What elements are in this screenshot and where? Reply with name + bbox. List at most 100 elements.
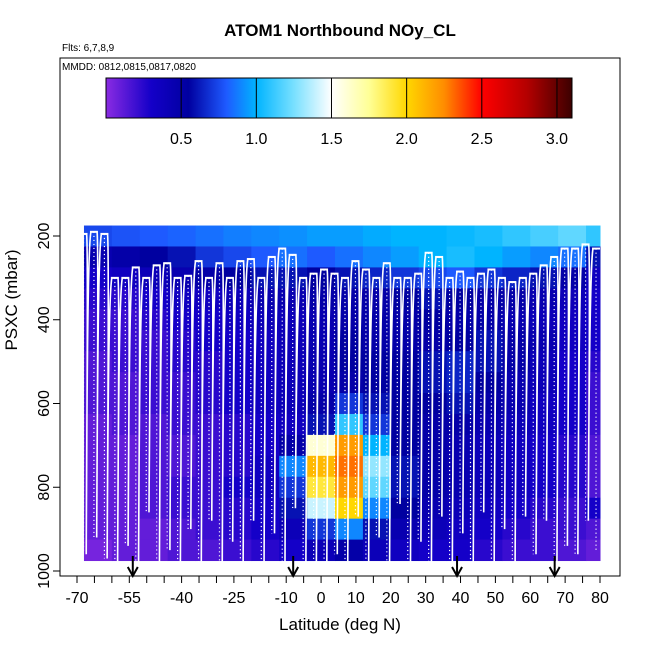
heatmap-cell: [586, 330, 601, 352]
heatmap-cell: [362, 434, 392, 457]
flight-profiles: [79, 230, 601, 567]
heatmap-cell: [335, 518, 364, 541]
heatmap-cell: [167, 476, 197, 499]
heatmap-cell: [111, 434, 141, 457]
heatmap-cell: [167, 497, 197, 520]
heatmap-cell: [446, 393, 475, 415]
heatmap-cell: [474, 455, 503, 478]
flight-profile-line: [79, 231, 594, 567]
heatmap-cell: [446, 330, 475, 352]
heatmap-cell: [390, 288, 420, 310]
heatmap-cell: [418, 476, 448, 499]
heatmap-cell: [223, 225, 252, 247]
x-tick-label: 80: [591, 590, 609, 607]
heatmap-cell: [279, 497, 308, 520]
heatmap-cell: [139, 497, 169, 520]
heatmap-cell: [195, 434, 224, 457]
y-tick-label: 800: [36, 474, 53, 501]
heatmap-cell: [474, 330, 503, 352]
heatmap-cell: [139, 288, 169, 310]
heatmap-cell: [530, 225, 559, 247]
heatmap-cell: [474, 246, 503, 268]
heatmap-cell: [362, 476, 392, 499]
y-axis: 200 400 600 800 1000: [36, 223, 60, 589]
colorbar-tick-label: 0.5: [170, 131, 192, 148]
x-tick-label: 60: [521, 590, 539, 607]
heatmap-cell: [251, 518, 280, 541]
heatmap-cell: [474, 434, 503, 457]
heatmap-cell: [558, 455, 587, 478]
heatmap-cell: [111, 539, 141, 562]
heatmap-cell: [530, 309, 559, 331]
heatmap-cell: [446, 539, 475, 562]
heatmap-cell: [558, 246, 587, 268]
heatmap-cell: [279, 518, 308, 541]
heatmap-cell: [390, 434, 420, 457]
heatmap-cell: [251, 225, 280, 247]
heatmap-cell: [195, 351, 224, 373]
heatmap-cell: [474, 288, 503, 310]
heatmap-cell: [362, 539, 392, 562]
colorbar-ticks: 0.5 1.0 1.5 2.0 2.5 3.0: [170, 78, 568, 148]
heatmap-cell: [251, 267, 280, 289]
x-tick-label: -55: [118, 590, 141, 607]
heatmap-cell: [558, 309, 587, 331]
heatmap-cell: [390, 413, 420, 436]
heatmap-cell: [307, 372, 336, 394]
heatmap-cell: [558, 539, 587, 562]
heatmap-cell: [307, 393, 336, 415]
heatmap-cell: [223, 539, 252, 562]
dates-note: MMDD: 0812,0815,0817,0820: [62, 62, 196, 73]
heatmap-cell: [223, 518, 252, 541]
heatmap-cell: [195, 497, 224, 520]
heatmap-cell: [167, 246, 197, 268]
heatmap-cell: [502, 476, 531, 499]
x-tick-label: 30: [417, 590, 435, 607]
heatmap-cell: [195, 225, 224, 247]
heatmap-cell: [390, 372, 420, 394]
heatmap-cell: [139, 225, 169, 247]
y-tick-label: 400: [36, 306, 53, 333]
x-tick-label: 20: [382, 590, 400, 607]
heatmap-cell: [307, 497, 336, 520]
heatmap-cell: [586, 267, 601, 289]
heatmap-cell: [390, 518, 420, 541]
chart-title: ATOM1 Northbound NOy_CL: [224, 21, 456, 40]
heatmap-cell: [530, 539, 559, 562]
heatmap-cell: [307, 455, 336, 478]
heatmap-layer: [83, 225, 601, 562]
heatmap-cell: [223, 372, 252, 394]
heatmap-cell: [307, 288, 336, 310]
heatmap-cell: [530, 372, 559, 394]
heatmap-cell: [139, 455, 169, 478]
heatmap-cell: [558, 476, 587, 499]
heatmap-cell: [223, 434, 252, 457]
heatmap-cell: [279, 330, 308, 352]
plot-frame: [59, 57, 621, 577]
colorbar-tick-label: 2.5: [471, 131, 493, 148]
heatmap-cell: [502, 518, 531, 541]
heatmap-cell: [223, 393, 252, 415]
heatmap-cell: [586, 497, 601, 520]
heatmap-cell: [139, 393, 169, 415]
heatmap-cell: [83, 497, 113, 520]
heatmap-cell: [195, 539, 224, 562]
heatmap-cell: [279, 393, 308, 415]
x-tick-label: 70: [556, 590, 574, 607]
heatmap-cell: [223, 497, 252, 520]
heatmap-cell: [362, 518, 392, 541]
heatmap-cell: [307, 246, 336, 268]
heatmap-cell: [502, 455, 531, 478]
heatmap-cell: [418, 225, 448, 247]
heatmap-cell: [530, 288, 559, 310]
heatmap-cell: [418, 518, 448, 541]
heatmap-cell: [390, 539, 420, 562]
heatmap-cell: [111, 455, 141, 478]
heatmap-cell: [446, 225, 475, 247]
heatmap-cell: [586, 434, 601, 457]
heatmap-cell: [111, 351, 141, 373]
heatmap-cell: [335, 476, 364, 499]
heatmap-cell: [279, 539, 308, 562]
heatmap-cell: [335, 497, 364, 520]
